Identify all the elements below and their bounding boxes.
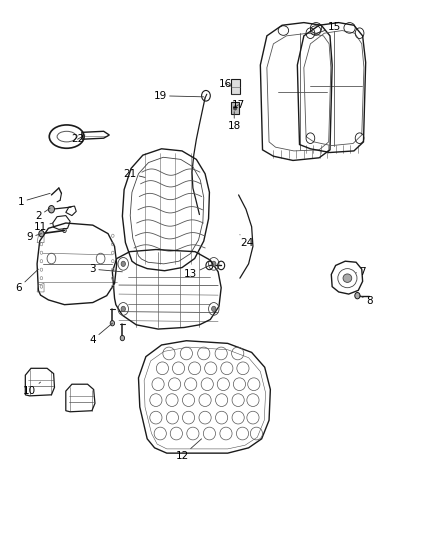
Ellipse shape bbox=[48, 206, 54, 213]
Bar bbox=[231, 79, 240, 94]
Text: 1: 1 bbox=[18, 193, 50, 207]
Text: 12: 12 bbox=[175, 439, 201, 462]
Ellipse shape bbox=[212, 306, 216, 312]
Text: 10: 10 bbox=[23, 382, 41, 396]
Text: 16: 16 bbox=[219, 78, 232, 88]
Bar bbox=[231, 102, 239, 114]
Ellipse shape bbox=[120, 335, 124, 341]
Ellipse shape bbox=[121, 306, 125, 312]
Text: 21: 21 bbox=[123, 169, 145, 179]
Ellipse shape bbox=[343, 274, 352, 282]
Ellipse shape bbox=[121, 261, 125, 266]
Text: 18: 18 bbox=[228, 112, 241, 131]
Ellipse shape bbox=[212, 261, 216, 266]
Text: 3: 3 bbox=[89, 264, 122, 274]
Text: 11: 11 bbox=[34, 222, 53, 232]
Text: 19: 19 bbox=[154, 91, 204, 101]
Text: 9: 9 bbox=[26, 232, 42, 243]
Text: 17: 17 bbox=[232, 100, 245, 110]
Ellipse shape bbox=[39, 230, 44, 237]
Text: 24: 24 bbox=[240, 235, 254, 248]
Text: 22: 22 bbox=[71, 134, 85, 144]
Text: 6: 6 bbox=[15, 269, 39, 293]
Ellipse shape bbox=[355, 293, 360, 299]
Ellipse shape bbox=[110, 320, 115, 326]
Text: 8: 8 bbox=[360, 296, 372, 306]
Text: 7: 7 bbox=[356, 267, 366, 277]
Ellipse shape bbox=[233, 106, 237, 110]
Text: 2: 2 bbox=[35, 208, 50, 221]
Text: 15: 15 bbox=[315, 22, 341, 34]
Text: 4: 4 bbox=[89, 323, 113, 345]
Text: 13: 13 bbox=[184, 265, 209, 279]
